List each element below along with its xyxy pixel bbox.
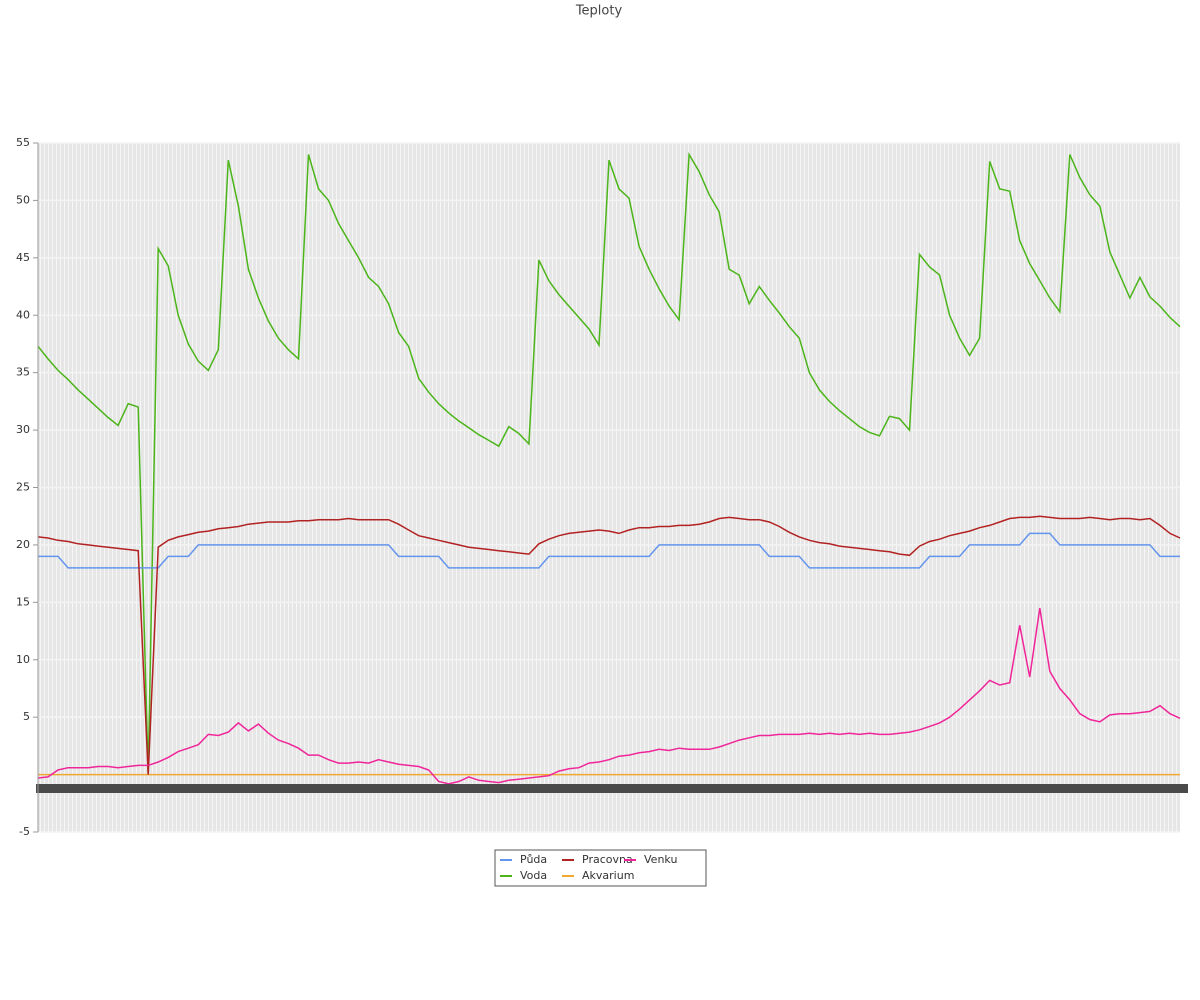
x-label-band (36, 784, 1188, 793)
legend-label: Akvarium (582, 869, 634, 882)
legend-items: Půda Voda Pracovna Akvarium Venku (500, 853, 677, 882)
y-tick-label: 50 (16, 193, 30, 206)
legend-label: Pracovna (582, 853, 633, 866)
y-tick-label: 35 (16, 366, 30, 379)
legend-label: Voda (520, 869, 547, 882)
y-tick-label: 40 (16, 308, 30, 321)
y-tick-label: -5 (19, 825, 30, 838)
y-tick-label: 55 (16, 136, 30, 149)
series-line (37, 151, 1181, 775)
series-line (37, 607, 1181, 785)
y-tick-label: 30 (16, 423, 30, 436)
y-tick-label: 10 (16, 653, 30, 666)
y-tick-label: 15 (16, 595, 30, 608)
series-line (37, 515, 1181, 775)
y-tick-label: 5 (23, 710, 30, 723)
legend-label: Venku (644, 853, 677, 866)
y-tick-label: 45 (16, 251, 30, 264)
legend-label: Půda (520, 853, 547, 866)
legend (494, 849, 707, 887)
series-line (38, 532, 1180, 569)
y-tick-label: 25 (16, 481, 30, 494)
lines (37, 151, 1181, 785)
chart-title: Teploty (575, 4, 623, 19)
y-tick-label: 20 (16, 538, 30, 551)
